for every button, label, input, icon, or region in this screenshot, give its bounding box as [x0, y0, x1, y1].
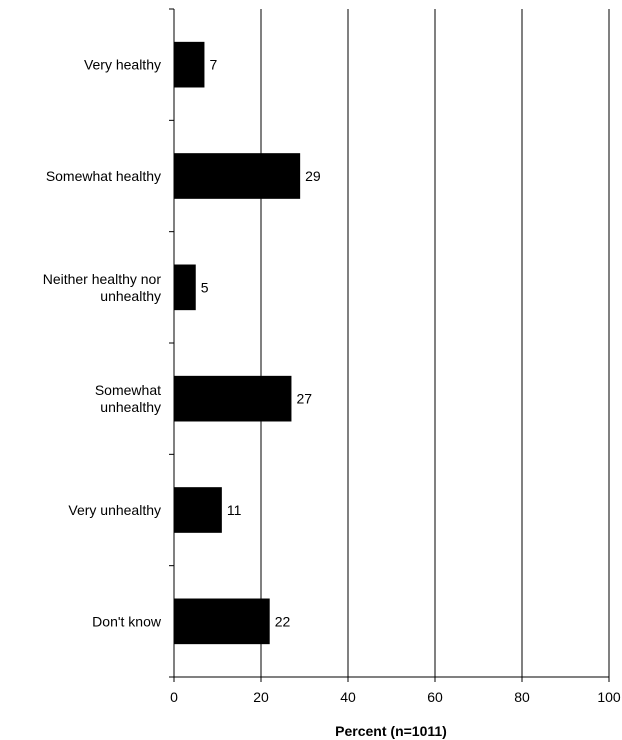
category-label: Very unhealthy [68, 502, 161, 518]
x-tick-label: 60 [427, 689, 443, 705]
data-label: 29 [305, 168, 321, 184]
category-label: Neither healthy nor [43, 271, 162, 287]
bar [174, 487, 222, 533]
gridlines [260, 9, 610, 677]
x-tick-label: 40 [340, 689, 356, 705]
bar [174, 153, 301, 199]
x-axis-title: Percent (n=1011) [335, 723, 447, 739]
bar [174, 264, 196, 311]
category-label: unhealthy [100, 288, 161, 304]
data-label: 5 [201, 279, 209, 295]
bar [174, 598, 270, 645]
data-label: 11 [227, 502, 242, 518]
x-tick-label: 100 [597, 689, 621, 705]
category-label: Don't know [92, 613, 162, 629]
labels: 0 20 40 60 80 100 7 Very healthy 29 Somewhat heal… [43, 57, 621, 705]
bar [174, 375, 292, 422]
category-label: Somewhat [95, 382, 161, 398]
x-tick-label: 20 [253, 689, 269, 705]
data-label: 27 [296, 391, 312, 407]
category-label: Somewhat healthy [46, 168, 161, 184]
axes [169, 8, 610, 682]
x-tick-label: 80 [514, 689, 530, 705]
category-label: Very healthy [84, 57, 161, 73]
data-label: 22 [275, 613, 291, 629]
category-label: unhealthy [100, 399, 161, 415]
bar [174, 41, 205, 88]
bars [174, 41, 301, 645]
x-tick-label: 0 [170, 689, 178, 705]
data-label: 7 [209, 57, 217, 73]
